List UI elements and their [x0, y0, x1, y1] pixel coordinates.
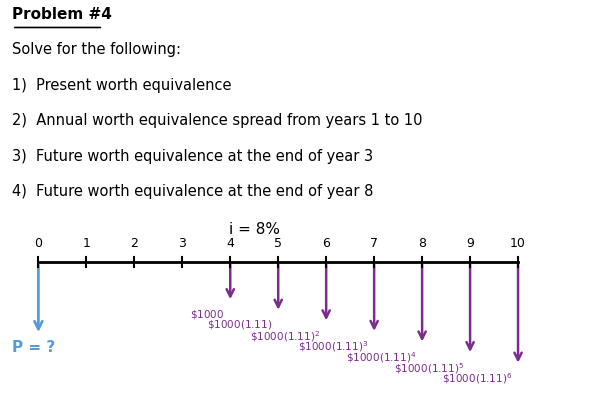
Text: $\$1000(1.11)^5$: $\$1000(1.11)^5$ [394, 361, 464, 375]
Text: $\$1000(1.11)^4$: $\$1000(1.11)^4$ [346, 350, 417, 365]
Text: P = ?: P = ? [12, 339, 55, 355]
Text: $\$1000$: $\$1000$ [190, 308, 224, 321]
Text: 3)  Future worth equivalence at the end of year 3: 3) Future worth equivalence at the end o… [12, 149, 373, 164]
Text: 9: 9 [466, 237, 474, 250]
Text: $\$1000(1.11)^3$: $\$1000(1.11)^3$ [298, 339, 368, 355]
Text: 1: 1 [83, 237, 90, 250]
Text: 4)  Future worth equivalence at the end of year 8: 4) Future worth equivalence at the end o… [12, 184, 373, 199]
Text: Problem #4: Problem #4 [12, 7, 112, 22]
Text: $\$1000(1.11)^6$: $\$1000(1.11)^6$ [442, 371, 512, 386]
Text: 8: 8 [418, 237, 426, 250]
Text: $\$1000(1.11)$: $\$1000(1.11)$ [207, 319, 273, 331]
Text: 3: 3 [178, 237, 186, 250]
Text: i = 8%: i = 8% [229, 222, 280, 236]
Text: 6: 6 [322, 237, 330, 250]
Text: 7: 7 [370, 237, 378, 250]
Text: $\$1000(1.11)^2$: $\$1000(1.11)^2$ [250, 329, 320, 344]
Text: 2: 2 [130, 237, 138, 250]
Text: 2)  Annual worth equivalence spread from years 1 to 10: 2) Annual worth equivalence spread from … [12, 113, 422, 128]
Text: 10: 10 [510, 237, 526, 250]
Text: Solve for the following:: Solve for the following: [12, 43, 181, 57]
Text: 0: 0 [34, 237, 42, 250]
Text: 1)  Present worth equivalence: 1) Present worth equivalence [12, 78, 231, 93]
Text: 5: 5 [274, 237, 282, 250]
Text: 4: 4 [227, 237, 234, 250]
